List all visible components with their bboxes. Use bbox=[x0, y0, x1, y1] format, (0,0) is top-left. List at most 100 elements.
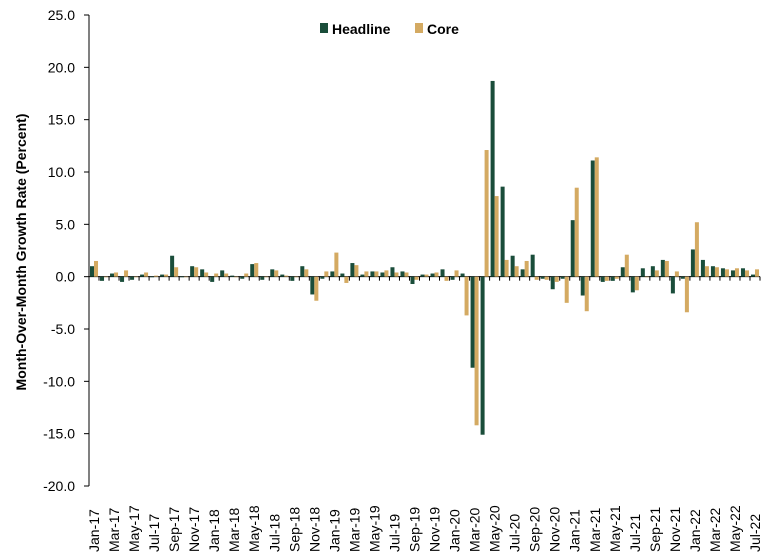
y-tick-label: -5.0 bbox=[51, 321, 75, 337]
bar-core-jul-22 bbox=[754, 269, 759, 277]
bar-core-sep-19 bbox=[414, 276, 419, 280]
x-tick-label: Sep-21 bbox=[647, 507, 663, 552]
bar-headline-may-22 bbox=[730, 270, 735, 277]
bar-core-jul-18 bbox=[274, 270, 279, 277]
x-tick-label: Mar-20 bbox=[467, 507, 483, 552]
bar-core-aug-18 bbox=[284, 275, 289, 277]
bar-headline-jun-17 bbox=[140, 274, 145, 277]
bar-core-jul-20 bbox=[514, 266, 519, 277]
bar-core-feb-17 bbox=[104, 276, 109, 278]
bar-headline-mar-20 bbox=[470, 276, 475, 368]
bar-headline-apr-17 bbox=[120, 276, 125, 282]
x-tick-label: May-20 bbox=[487, 505, 503, 552]
bar-headline-feb-22 bbox=[700, 259, 705, 277]
bar-core-nov-19 bbox=[434, 272, 439, 277]
bar-core-apr-17 bbox=[124, 270, 129, 277]
bar-core-jun-21 bbox=[624, 254, 629, 277]
bar-core-jun-20 bbox=[504, 259, 509, 277]
bar-headline-jul-18 bbox=[270, 269, 275, 277]
x-tick-label: Sep-18 bbox=[286, 507, 302, 552]
bar-core-oct-21 bbox=[664, 260, 669, 277]
bar-headline-dec-21 bbox=[680, 276, 685, 279]
bar-core-sep-21 bbox=[654, 270, 659, 277]
bar-headline-dec-20 bbox=[560, 276, 565, 279]
bar-core-may-20 bbox=[494, 196, 499, 277]
bar-headline-oct-21 bbox=[660, 259, 665, 277]
bar-headline-dec-18 bbox=[320, 276, 325, 279]
bar-headline-jan-19 bbox=[330, 271, 335, 277]
bar-headline-nov-21 bbox=[670, 276, 675, 294]
x-tick-label: Jul-17 bbox=[146, 514, 162, 552]
bar-headline-feb-17 bbox=[100, 276, 105, 281]
bar-headline-may-18 bbox=[250, 264, 255, 277]
x-tick-label: Jul-21 bbox=[627, 514, 643, 552]
bar-core-mar-22 bbox=[714, 267, 719, 277]
bar-headline-may-20 bbox=[490, 80, 495, 277]
bar-headline-aug-19 bbox=[400, 271, 405, 277]
bar-headline-apr-22 bbox=[720, 268, 725, 277]
bar-headline-sep-20 bbox=[530, 254, 535, 277]
bar-core-apr-21 bbox=[604, 276, 609, 281]
bar-headline-may-17 bbox=[130, 276, 135, 280]
bar-core-may-19 bbox=[374, 271, 379, 277]
y-tick-label: -10.0 bbox=[43, 373, 75, 389]
bar-headline-jun-19 bbox=[380, 272, 385, 277]
bar-core-may-18 bbox=[254, 263, 259, 277]
bar-core-may-21 bbox=[614, 276, 619, 279]
bar-headline-jul-22 bbox=[750, 274, 755, 277]
bar-core-jan-20 bbox=[454, 270, 459, 277]
y-tick-label: 10.0 bbox=[48, 164, 75, 180]
y-tick-label: 15.0 bbox=[48, 112, 75, 128]
bar-headline-may-19 bbox=[370, 271, 375, 277]
bar-core-jan-19 bbox=[334, 252, 339, 277]
bar-headline-oct-20 bbox=[540, 276, 545, 279]
bar-core-jan-17 bbox=[94, 260, 99, 277]
bar-core-may-17 bbox=[134, 276, 139, 278]
bar-headline-feb-20 bbox=[460, 273, 465, 277]
bar-core-aug-19 bbox=[404, 272, 409, 277]
bar-headline-jul-17 bbox=[150, 276, 155, 278]
x-tick-label: Mar-22 bbox=[707, 507, 723, 552]
bar-core-dec-21 bbox=[684, 276, 689, 313]
bar-headline-jan-18 bbox=[210, 276, 215, 282]
x-tick-label: Mar-17 bbox=[106, 507, 122, 552]
bar-headline-oct-18 bbox=[300, 266, 305, 277]
legend: Headline Core bbox=[320, 21, 459, 37]
y-tick-label: 20.0 bbox=[48, 59, 75, 75]
x-tick-label: Sep-20 bbox=[527, 507, 543, 552]
y-axis-title: Month-Over-Month Growth Rate (Percent) bbox=[13, 114, 29, 391]
bar-core-sep-20 bbox=[534, 276, 539, 280]
axis-layer bbox=[84, 14, 761, 487]
bar-headline-jun-22 bbox=[740, 268, 745, 277]
bar-core-feb-21 bbox=[584, 276, 589, 312]
bar-headline-apr-18 bbox=[240, 276, 245, 279]
bar-headline-jul-20 bbox=[510, 255, 515, 277]
bar-headline-aug-20 bbox=[520, 269, 525, 277]
bar-headline-feb-19 bbox=[340, 273, 345, 277]
bar-core-jan-22 bbox=[694, 222, 699, 277]
bar-headline-mar-17 bbox=[110, 273, 115, 277]
bar-headline-dec-17 bbox=[200, 269, 205, 277]
x-tick-label: Jul-22 bbox=[747, 514, 763, 552]
bar-headline-mar-22 bbox=[710, 266, 715, 277]
x-tick-label: Jan-18 bbox=[206, 509, 222, 552]
bar-core-oct-18 bbox=[304, 269, 309, 277]
bar-core-nov-21 bbox=[674, 271, 679, 277]
bar-headline-mar-19 bbox=[350, 263, 355, 277]
x-tick-label: Mar-18 bbox=[226, 507, 242, 552]
bar-headline-nov-18 bbox=[310, 276, 315, 295]
bar-core-jul-17 bbox=[154, 275, 159, 277]
bar-core-apr-22 bbox=[724, 269, 729, 277]
bar-headline-nov-19 bbox=[430, 273, 435, 277]
x-tick-label: Mar-21 bbox=[587, 507, 603, 552]
bar-core-jun-22 bbox=[744, 270, 749, 277]
bar-core-jun-17 bbox=[144, 272, 149, 277]
bar-core-aug-21 bbox=[644, 276, 649, 278]
x-tick-label: Nov-18 bbox=[306, 507, 322, 552]
bar-core-oct-19 bbox=[424, 274, 429, 277]
y-tick-label: 25.0 bbox=[48, 7, 75, 23]
bar-headline-oct-19 bbox=[420, 274, 425, 277]
y-tick-label: -20.0 bbox=[43, 478, 75, 494]
x-tick-label: Sep-17 bbox=[166, 507, 182, 552]
bar-headline-jun-21 bbox=[620, 267, 625, 277]
